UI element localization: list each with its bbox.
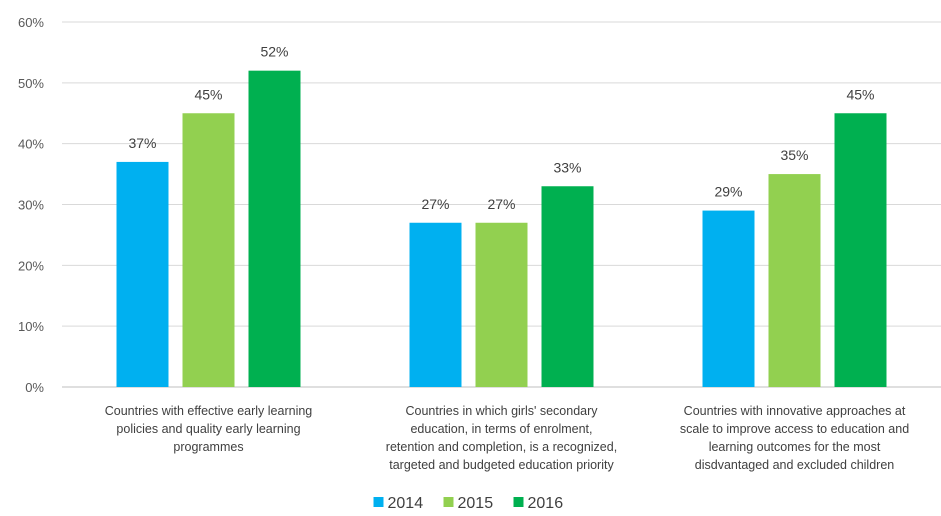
category-labels: Countries with effective early learning p… bbox=[105, 404, 909, 472]
bars bbox=[116, 70, 887, 388]
data-label: 45% bbox=[846, 86, 874, 102]
y-tick-label: 30% bbox=[18, 198, 44, 213]
y-tick-label: 10% bbox=[18, 319, 44, 334]
bar-2015-cat2 bbox=[475, 222, 528, 387]
category-label-line: policies and quality early learning bbox=[116, 422, 300, 436]
legend-swatch-2014 bbox=[373, 497, 384, 507]
data-label: 29% bbox=[714, 184, 742, 200]
y-tick-label: 50% bbox=[18, 76, 44, 91]
category-label-line: learning outcomes for the most bbox=[709, 440, 881, 454]
category-label-line: Countries with effective early learning bbox=[105, 404, 313, 418]
bar-2014-cat3 bbox=[702, 210, 755, 387]
category-label-line: targeted and budgeted education priority bbox=[389, 458, 614, 472]
data-labels: 37% 45% 52% 27% 27% 33% 29% 35% 45% bbox=[128, 44, 874, 212]
bar-2015-cat1 bbox=[182, 113, 235, 387]
category-label-line: Countries in which girls' secondary bbox=[405, 404, 598, 418]
category-label-line: Countries with innovative approaches at bbox=[684, 404, 906, 418]
bar-2015-cat3 bbox=[768, 174, 821, 387]
category-label-line: programmes bbox=[173, 440, 243, 454]
legend: 2014 2015 2016 bbox=[373, 495, 564, 512]
data-label: 27% bbox=[487, 196, 515, 212]
y-axis-tick-labels: 0% 10% 20% 30% 40% 50% 60% bbox=[18, 15, 44, 395]
bar-2016-cat2 bbox=[541, 186, 594, 387]
y-tick-label: 20% bbox=[18, 258, 44, 273]
bar-2014-cat2 bbox=[409, 222, 462, 387]
category-label-line: education, in terms of enrolment, bbox=[410, 422, 592, 436]
bar-2016-cat1 bbox=[248, 70, 301, 388]
category-label-line: scale to improve access to education and bbox=[680, 422, 909, 436]
data-label: 27% bbox=[421, 196, 449, 212]
data-label: 45% bbox=[194, 86, 222, 102]
category-label-line: disdvantaged and excluded children bbox=[695, 458, 894, 472]
data-label: 52% bbox=[260, 44, 288, 60]
y-tick-label: 40% bbox=[18, 137, 44, 152]
legend-label: 2016 bbox=[528, 495, 564, 512]
bar-2016-cat3 bbox=[834, 113, 887, 387]
legend-label: 2014 bbox=[388, 495, 424, 512]
y-tick-label: 0% bbox=[25, 380, 44, 395]
data-label: 33% bbox=[553, 159, 581, 175]
legend-swatch-2015 bbox=[443, 497, 454, 507]
y-tick-label: 60% bbox=[18, 15, 44, 30]
data-label: 35% bbox=[780, 147, 808, 163]
category-label-line: retention and completion, is a recognize… bbox=[386, 440, 617, 454]
legend-label: 2015 bbox=[458, 495, 494, 512]
data-label: 37% bbox=[128, 135, 156, 151]
legend-swatch-2016 bbox=[513, 497, 524, 507]
bar-2014-cat1 bbox=[116, 161, 169, 387]
